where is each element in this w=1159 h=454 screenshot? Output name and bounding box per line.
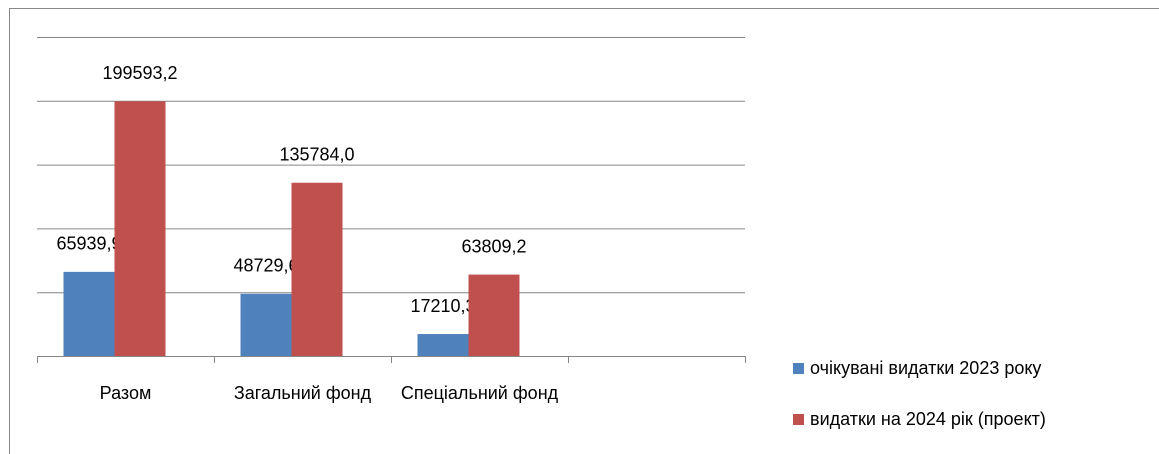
data-label: 48729,6 [233, 256, 298, 276]
bar [240, 293, 292, 356]
data-label: 65939,9 [56, 234, 121, 254]
x-tick-label: Спеціальний фонд [400, 383, 559, 403]
data-label: 135784,0 [279, 144, 354, 164]
chart-border [9, 8, 1159, 454]
bar [114, 101, 166, 356]
legend-label: очікувані видатки 2023 року [810, 358, 1041, 378]
legend-swatch [793, 363, 804, 374]
bar [291, 182, 343, 356]
bar [63, 271, 115, 356]
bar [468, 274, 520, 356]
x-tick-label: Разом [99, 383, 152, 403]
legend-swatch [793, 414, 804, 425]
data-label: 17210,3 [410, 296, 475, 316]
data-label: 199593,2 [102, 63, 177, 83]
bar [417, 334, 469, 356]
data-label: 63809,2 [461, 236, 526, 256]
legend-label: видатки на 2024 рік (проект) [810, 409, 1046, 429]
x-tick-label: Загальний фонд [233, 383, 372, 403]
